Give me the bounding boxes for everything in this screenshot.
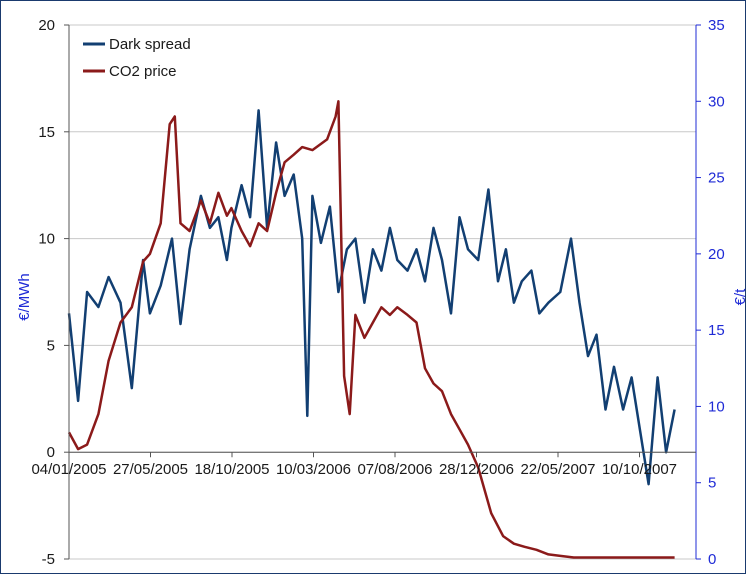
- y-tick-label-left: 0: [47, 444, 55, 461]
- series-line-dark-spread: [67, 109, 676, 486]
- y-tick-label-right: 0: [708, 551, 716, 568]
- x-tick-label: 28/12/2006: [439, 461, 514, 478]
- x-tick-label: 10/03/2006: [276, 461, 351, 478]
- x-tick-label: 07/08/2006: [357, 461, 432, 478]
- x-tick-label: 10/10/2007: [602, 461, 677, 478]
- y-tick-label-left: 15: [38, 124, 55, 141]
- legend-label-co2-price: CO2 price: [109, 63, 177, 80]
- y-tick-label-right: 20: [708, 246, 725, 263]
- y-tick-label-right: 5: [708, 475, 716, 492]
- axes: [64, 24, 701, 560]
- legend: Dark spread CO2 price: [83, 36, 191, 80]
- legend-label-dark-spread: Dark spread: [109, 36, 191, 53]
- x-tick-label: 22/05/2007: [520, 461, 595, 478]
- y-tick-label-left: -5: [42, 551, 55, 568]
- y-tick-label-left: 20: [38, 17, 55, 34]
- y-tick-label-right: 25: [708, 170, 725, 187]
- y-axis-label-left: €/MWh: [16, 273, 33, 321]
- x-tick-label: 18/10/2005: [194, 461, 269, 478]
- y-tick-label-left: 10: [38, 231, 55, 248]
- y-tick-label-right: 30: [708, 93, 725, 110]
- x-tick-label: 04/01/2005: [31, 461, 106, 478]
- y-tick-label-right: 15: [708, 322, 725, 339]
- gridlines: [69, 24, 696, 560]
- y-tick-label-left: 5: [47, 337, 55, 354]
- series-layer: [67, 100, 676, 559]
- y-axis-label-right: €/t: [732, 288, 746, 306]
- series-line-co2-price: [67, 100, 675, 559]
- y-tick-label-right: 35: [708, 17, 725, 34]
- y-tick-label-right: 10: [708, 398, 725, 415]
- x-tick-label: 27/05/2005: [113, 461, 188, 478]
